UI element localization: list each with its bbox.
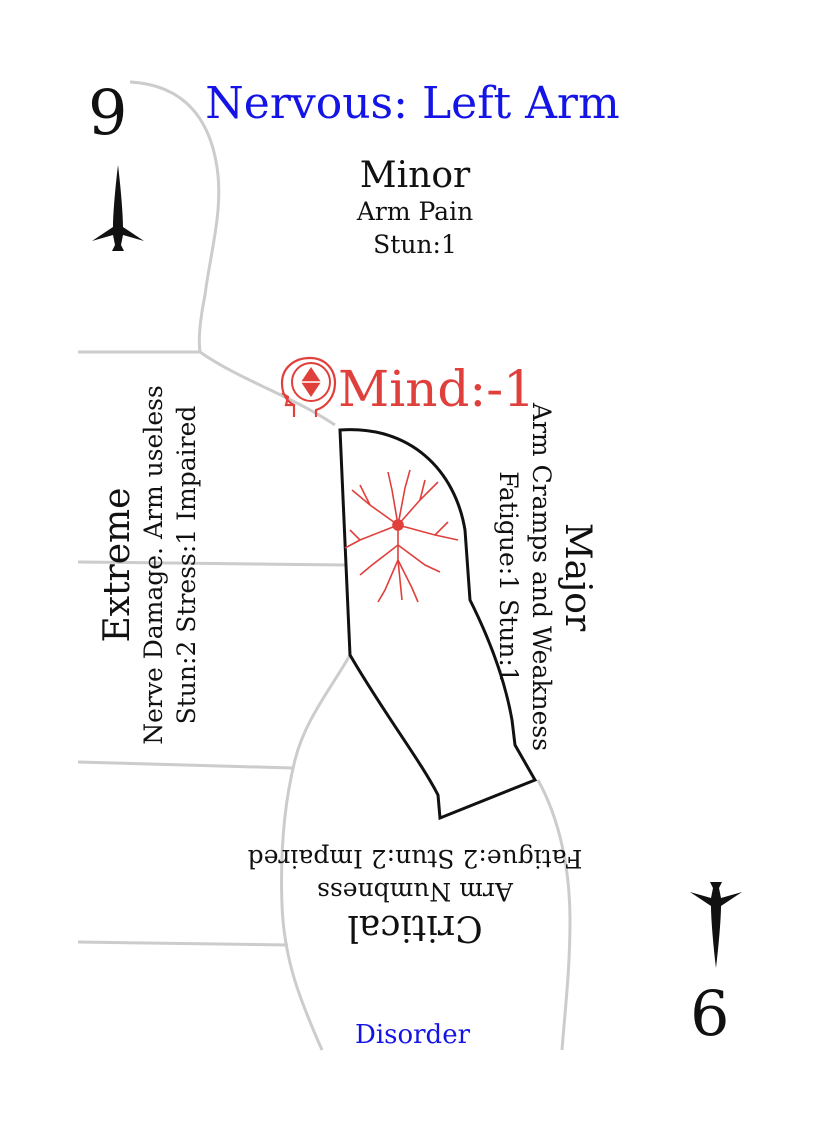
head-gem-icon: [280, 356, 337, 417]
severity-line: Fatigue:2 Stun:2 Impaired: [247, 844, 583, 874]
severity-line: Arm Pain: [356, 197, 474, 227]
severity-major: Major Arm Cramps and Weakness Fatigue:1 …: [492, 387, 598, 767]
left-arm-outline: [338, 428, 538, 821]
severity-minor: Minor Arm Pain Stun:1: [260, 155, 570, 261]
rank-top-left: 9: [88, 76, 128, 149]
sword-icon: [92, 165, 144, 251]
severity-line: Stun:2 Stress:1 Impaired: [171, 405, 201, 725]
mind-label: Mind:-1: [338, 360, 535, 418]
severity-extreme: Extreme Nerve Damage. Arm useless Stun:2…: [97, 345, 203, 785]
card-title: Nervous: Left Arm: [205, 78, 620, 129]
severity-title: Extreme: [96, 487, 138, 643]
severity-line: Fatigue:1 Stun:1: [494, 471, 524, 683]
severity-title: Critical: [347, 907, 483, 949]
sword-icon-rotated: [690, 882, 742, 968]
severity-line: Arm Numbness: [317, 876, 513, 906]
severity-line: Stun:1: [373, 229, 457, 259]
severity-line: Arm Cramps and Weakness: [526, 402, 556, 752]
card-category: Disorder: [354, 1020, 471, 1050]
severity-critical: Critical Arm Numbness Fatigue:2 Stun:2 I…: [205, 842, 625, 948]
severity-title: Major: [557, 522, 599, 632]
nerve-cell-icon: [344, 469, 459, 603]
mind-modifier: Mind:-1: [280, 355, 535, 423]
severity-line: Nerve Damage. Arm useless: [139, 385, 169, 745]
body-outline: [77, 80, 572, 1051]
severity-title: Minor: [359, 155, 471, 196]
